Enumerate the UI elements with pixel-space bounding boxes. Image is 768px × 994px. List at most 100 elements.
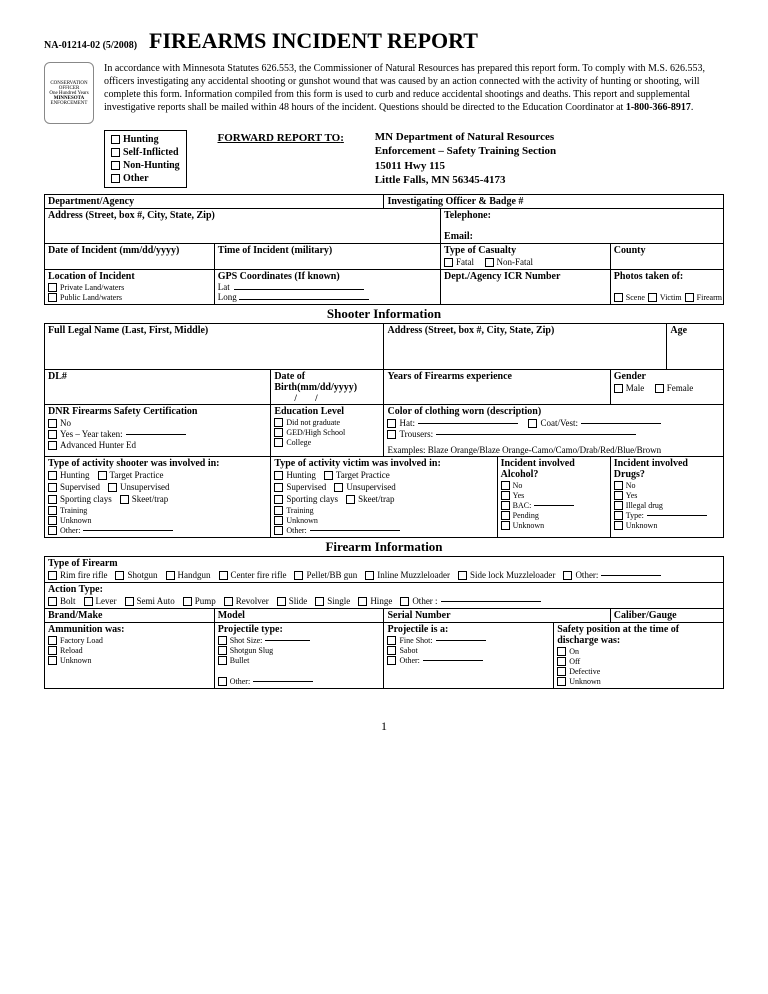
dnr-no[interactable]: No [48, 418, 267, 428]
addr-line: MN Department of Natural Resources [375, 130, 557, 144]
years-label: Years of Firearms experience [387, 371, 512, 382]
sf-on[interactable]: On [557, 647, 720, 656]
opt-label: Non-Hunting [123, 159, 180, 172]
pi-sabot[interactable]: Sabot [387, 646, 550, 655]
opt-label: Self-Inflicted [123, 146, 179, 159]
gps-label: GPS Coordinates (If known) [218, 271, 340, 282]
firearm-table: Type of Firearm Rim fire rifle Shotgun H… [44, 556, 724, 689]
alc-unknown[interactable]: Unknown [501, 521, 607, 530]
period: . [691, 102, 694, 113]
opt-self-inflicted[interactable]: Self-Inflicted [111, 146, 180, 159]
opt-label: Other [123, 172, 149, 185]
date-label: Date of Incident (mm/dd/yyyy) [48, 245, 179, 256]
drugs-label: Incident involved Drugs? [614, 458, 688, 480]
victim-activity2[interactable]: Supervised Unsupervised [274, 481, 493, 493]
alc-bac[interactable]: BAC: [501, 501, 607, 510]
model-label: Model [218, 610, 245, 621]
investigating-label: Investigating Officer & Badge # [387, 196, 523, 207]
county-label: County [614, 245, 646, 256]
alc-yes[interactable]: Yes [501, 491, 607, 500]
shooter-header: Shooter Information [44, 305, 724, 323]
drug-yes[interactable]: Yes [614, 491, 720, 500]
alc-pending[interactable]: Pending [501, 511, 607, 520]
ammo-label: Ammunition was: [48, 624, 124, 635]
act-victim-prefix: Type of activity [274, 458, 342, 469]
opt-non-hunting[interactable]: Non-Hunting [111, 159, 180, 172]
pi-fine[interactable]: Fine Shot: [387, 636, 550, 645]
victim-activity3[interactable]: Sporting clays Skeet/trap [274, 493, 493, 505]
addr-line: Little Falls, MN 56345-4173 [375, 173, 557, 187]
act-shooter-prefix: Type of activity [48, 458, 116, 469]
act-victim-bold: victim [343, 458, 370, 469]
icr-label: Dept./Agency ICR Number [444, 271, 560, 282]
private-check[interactable]: Private Land/waters [48, 283, 211, 292]
proj-bullet[interactable]: Bullet [218, 656, 381, 665]
opt-hunting[interactable]: Hunting [111, 133, 180, 146]
hat-check[interactable]: Hat: Coat/Vest: [387, 418, 720, 428]
fatal-check[interactable]: Fatal Non-Fatal [444, 257, 607, 267]
casualty-label: Type of Casualty [444, 245, 516, 256]
public-check[interactable]: Public Land/waters [48, 293, 211, 302]
brand-label: Brand/Make [48, 610, 102, 621]
sf-off[interactable]: Off [557, 657, 720, 666]
photos-label: Photos taken of: [614, 271, 683, 282]
ammo-unknown[interactable]: Unknown [48, 656, 211, 665]
projectile-is-label: Projectile is a: [387, 624, 448, 635]
drug-type[interactable]: Type: [614, 511, 720, 520]
act-shooter-bold: shooter [116, 458, 148, 469]
shooter-activity2[interactable]: Supervised Unsupervised [48, 481, 267, 493]
shooter-addr-label: Address (Street, box #, City, State, Zip… [387, 325, 554, 336]
drug-illegal[interactable]: Illegal drug [614, 501, 720, 510]
firearm-header: Firearm Information [44, 538, 724, 556]
alc-no[interactable]: No [501, 481, 607, 490]
edu-2[interactable]: GED/High School [274, 428, 380, 437]
proj-other[interactable]: Other: [218, 677, 381, 686]
incident-type-box: Hunting Self-Inflicted Non-Hunting Other [104, 130, 187, 188]
gender-checks[interactable]: Male Female [614, 383, 720, 393]
dept-label: Department/Agency [48, 196, 134, 207]
sf-defective[interactable]: Defective [557, 667, 720, 676]
shooter-other[interactable]: Other: [48, 526, 267, 535]
action-type-checks[interactable]: Bolt Lever Semi Auto Pump Revolver Slide… [48, 595, 720, 607]
proj-shot[interactable]: Shot Size: [218, 636, 381, 645]
pi-other[interactable]: Other: [387, 656, 550, 665]
page-number: 1 [44, 719, 724, 734]
sf-unknown[interactable]: Unknown [557, 677, 720, 686]
dob-label: Date of Birth(mm/dd/yyyy) [274, 371, 357, 393]
shooter-activity3[interactable]: Sporting clays Skeet/trap [48, 493, 267, 505]
dnr-adv[interactable]: Advanced Hunter Ed [48, 440, 267, 450]
drug-no[interactable]: No [614, 481, 720, 490]
shooter-table: Full Legal Name (Last, First, Middle) Ad… [44, 323, 724, 538]
telephone-label: Telephone: [444, 210, 491, 221]
opt-other[interactable]: Other [111, 172, 180, 185]
gender-label: Gender [614, 371, 646, 382]
victim-training[interactable]: Training [274, 506, 493, 515]
shooter-training[interactable]: Training [48, 506, 267, 515]
edu-3[interactable]: College [274, 438, 380, 447]
location-label: Location of Incident [48, 271, 135, 282]
victim-other[interactable]: Other: [274, 526, 493, 535]
photos-checks[interactable]: Scene Victim Firearm [614, 293, 720, 302]
intro-body: In accordance with Minnesota Statutes 62… [104, 63, 705, 113]
dl-label: DL# [48, 371, 67, 382]
agency-table: Department/Agency Investigating Officer … [44, 194, 724, 305]
firearm-type-checks[interactable]: Rim fire rifle Shotgun Handgun Center fi… [48, 569, 720, 581]
act-victim-suffix: was involved in: [369, 458, 440, 469]
edu-1[interactable]: Did not graduate [274, 418, 380, 427]
safety-label: Safety position at the time of discharge… [557, 624, 679, 646]
act-shooter-suffix: was involved in: [148, 458, 219, 469]
intro-text: In accordance with Minnesota Statutes 62… [104, 62, 724, 124]
dnr-yes[interactable]: Yes – Year taken: [48, 429, 267, 439]
victim-activity[interactable]: Hunting Target Practice [274, 469, 493, 481]
ammo-reload[interactable]: Reload [48, 646, 211, 655]
ammo-factory[interactable]: Factory Load [48, 636, 211, 645]
victim-unknown[interactable]: Unknown [274, 516, 493, 525]
drug-unknown[interactable]: Unknown [614, 521, 720, 530]
address-label: Address (Street, box #, City, State, Zip… [48, 210, 215, 221]
proj-slug[interactable]: Shotgun Slug [218, 646, 381, 655]
forward-address: MN Department of Natural Resources Enfor… [375, 130, 557, 188]
shooter-unknown[interactable]: Unknown [48, 516, 267, 525]
shooter-activity[interactable]: Hunting Target Practice [48, 469, 267, 481]
long-label: Long [218, 292, 237, 302]
trousers-check[interactable]: Trousers: [387, 429, 720, 439]
